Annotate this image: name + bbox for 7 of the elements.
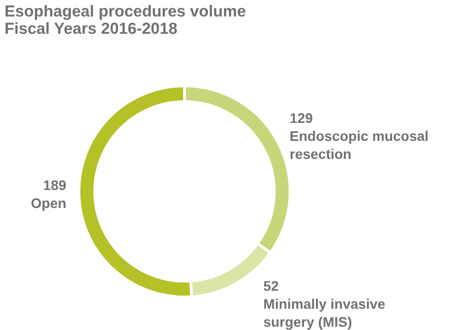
slice-label: Endoscopic mucosal resection [290,130,428,159]
data-label: 52 [264,281,278,291]
chart-title: Esophageal procedures volume Fiscal Years 2016-2018 [6,4,246,34]
data-label: 189 [44,180,66,190]
slice-label: Open [31,198,66,211]
slice-label: Minimally invasive surgery (MIS) [264,298,385,330]
data-label: 129 [290,113,312,124]
